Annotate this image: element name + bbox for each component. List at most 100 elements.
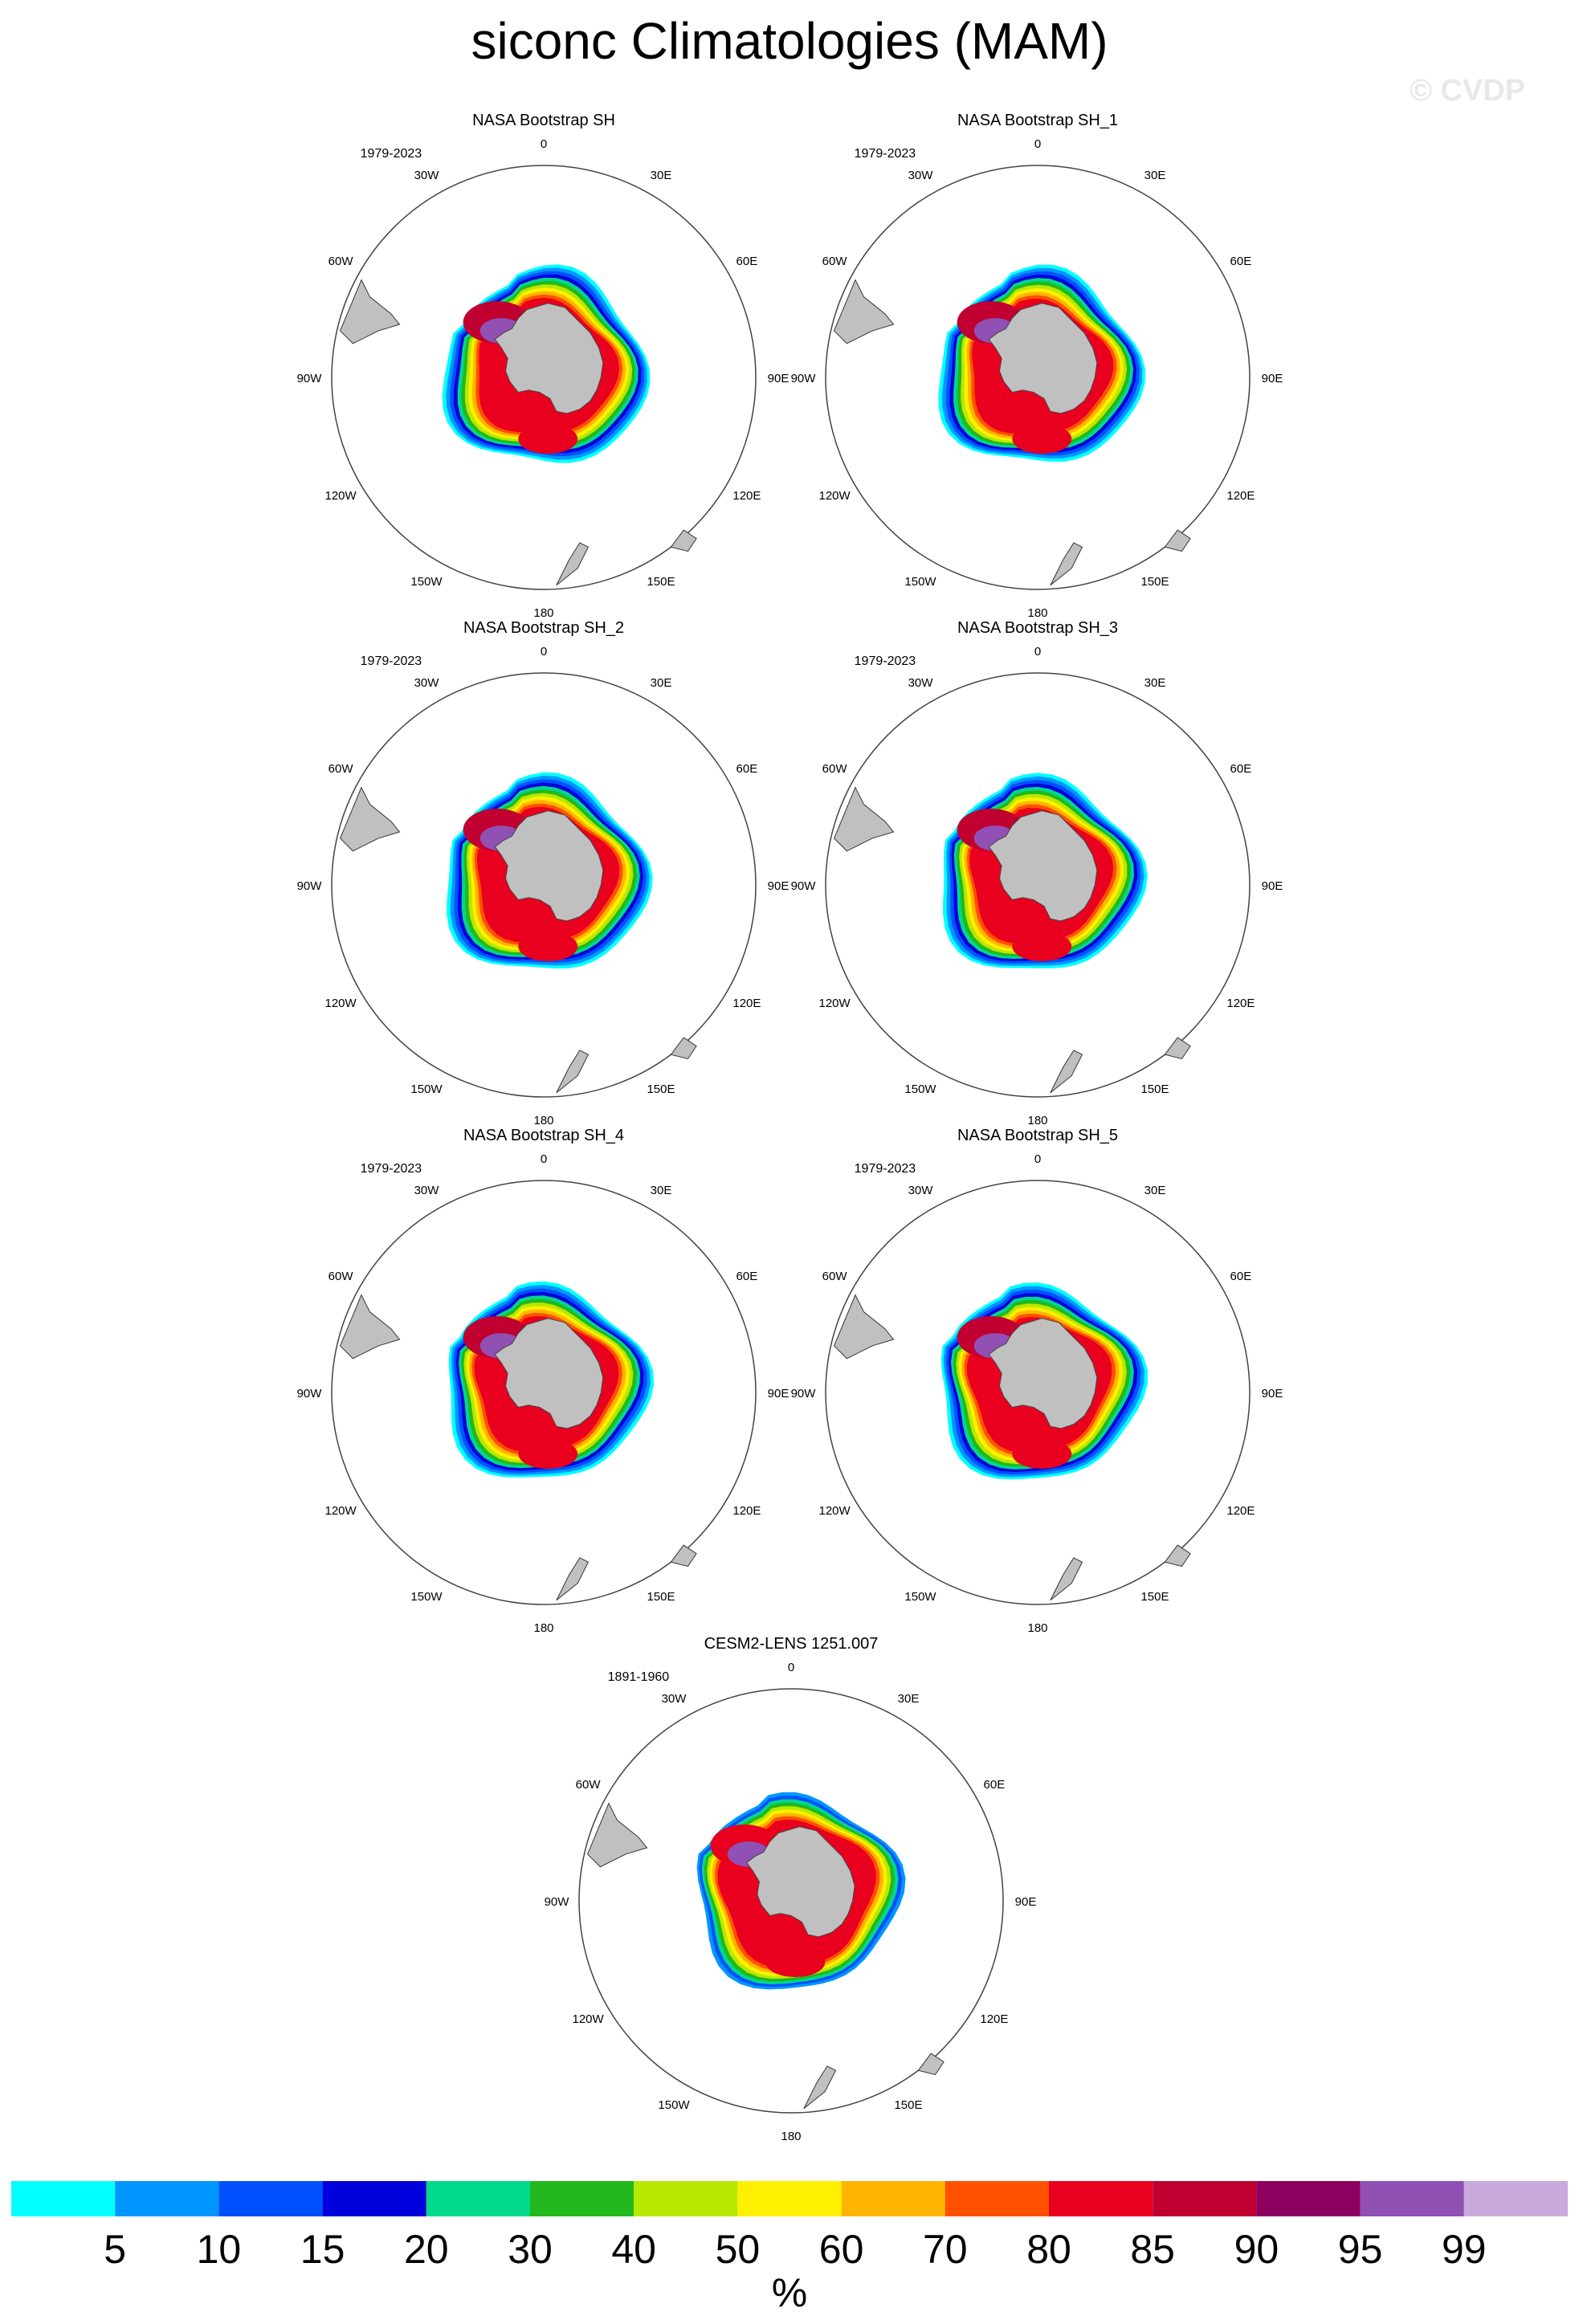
longitude-label: 150E	[894, 2098, 922, 2112]
ross-sea-ice	[518, 932, 578, 962]
longitude-label: 90W	[297, 372, 323, 385]
longitude-label: 150E	[647, 575, 675, 589]
colorbar-swatch	[322, 2181, 426, 2216]
colorbar-swatch	[634, 2181, 738, 2216]
longitude-label: 60W	[822, 762, 848, 776]
longitude-label: 0	[541, 1152, 547, 1166]
panel-title: NASA Bootstrap SH_2	[463, 619, 624, 637]
longitude-label: 150E	[647, 1590, 675, 1604]
panel-period: 1979-2023	[361, 1162, 422, 1176]
longitude-label: 30W	[414, 676, 440, 690]
longitude-label: 180	[1027, 1114, 1047, 1127]
longitude-label: 120E	[1226, 1504, 1255, 1518]
colorbar-swatch	[1256, 2181, 1361, 2216]
longitude-label: 120E	[732, 997, 761, 1010]
longitude-label: 60W	[822, 255, 848, 268]
colorbar-swatch	[218, 2181, 323, 2216]
colorbar-unit: %	[772, 2270, 807, 2315]
land-new-zealand	[803, 2065, 837, 2110]
map-panel: 0 30E 60E 90E 120E 150E 180 150W 120W 90W 60W 30W NA…	[297, 619, 790, 1127]
longitude-label: 120E	[980, 2012, 1008, 2026]
longitude-label: 30W	[908, 169, 934, 182]
longitude-label: 180	[533, 1114, 553, 1127]
panel-title: NASA Bootstrap SH	[472, 112, 615, 129]
land-antarctica	[494, 303, 604, 414]
land-new-zealand	[1050, 542, 1083, 586]
map-panel: 0 30E 60E 90E 120E 150E 180 150W 120W 90W 60W 30W NA…	[297, 1127, 790, 1635]
colorbar-swatch	[1153, 2181, 1257, 2216]
longitude-label: 150E	[1140, 1082, 1169, 1096]
land-new-zealand	[556, 1050, 590, 1094]
longitude-label: 90E	[768, 1387, 790, 1401]
longitude-label: 180	[781, 2130, 801, 2143]
colorbar-swatch	[1463, 2181, 1568, 2216]
panel-title: NASA Bootstrap SH_5	[957, 1127, 1118, 1144]
longitude-label: 30E	[651, 169, 672, 182]
longitude-label: 120W	[819, 489, 851, 503]
map-panel: 0 30E 60E 90E 120E 150E 180 150W 120W 90W 60W 30W CE…	[545, 1635, 1037, 2143]
ross-sea-ice	[1012, 1439, 1072, 1470]
longitude-label: 60W	[328, 1270, 354, 1283]
longitude-label: 120E	[1226, 489, 1255, 503]
longitude-label: 120W	[325, 1504, 357, 1518]
land-tasmania	[670, 529, 697, 552]
longitude-label: 120E	[1226, 997, 1255, 1010]
panel-period: 1979-2023	[855, 147, 916, 161]
land-new-zealand	[556, 542, 590, 586]
longitude-label: 90W	[297, 1387, 323, 1401]
land-south-america	[586, 1802, 648, 1868]
panel-period: 1979-2023	[855, 1162, 916, 1176]
land-south-america	[833, 786, 895, 852]
longitude-label: 150W	[410, 1590, 443, 1604]
ross-sea-ice	[518, 424, 578, 455]
land-tasmania	[670, 1037, 697, 1060]
longitude-label: 30E	[651, 1184, 672, 1197]
panel-title: NASA Bootstrap SH_3	[957, 619, 1118, 637]
longitude-label: 120W	[325, 489, 357, 503]
colorbar-swatch	[530, 2181, 634, 2216]
longitude-label: 150W	[904, 575, 936, 589]
longitude-label: 60W	[576, 1778, 602, 1792]
colorbar-swatch	[841, 2181, 945, 2216]
longitude-label: 60W	[328, 255, 354, 268]
panel-period: 1891-1960	[608, 1670, 670, 1684]
longitude-label: 90W	[297, 879, 323, 893]
watermark: © CVDP	[1410, 74, 1526, 108]
colorbar-tick-label: 5	[104, 2227, 126, 2272]
figure-title: siconc Climatologies (MAM)	[471, 12, 1108, 70]
longitude-label: 90E	[1262, 372, 1283, 385]
land-tasmania	[1164, 1037, 1191, 1060]
land-tasmania	[1164, 1544, 1191, 1568]
land-south-america	[833, 1294, 895, 1360]
ross-sea-ice	[1012, 932, 1072, 962]
panel-title: NASA Bootstrap SH_4	[463, 1127, 624, 1144]
longitude-label: 90E	[1015, 1895, 1037, 1909]
longitude-label: 180	[533, 606, 553, 620]
land-new-zealand	[556, 1557, 590, 1601]
longitude-label: 90E	[1262, 879, 1283, 893]
longitude-label: 30E	[1144, 676, 1166, 690]
longitude-label: 120W	[325, 997, 357, 1010]
longitude-label: 30W	[414, 169, 440, 182]
colorbar-tick-label: 60	[819, 2227, 864, 2272]
longitude-label: 30E	[1144, 1184, 1166, 1197]
longitude-label: 0	[541, 137, 547, 151]
land-south-america	[339, 279, 401, 345]
longitude-label: 150W	[904, 1082, 936, 1096]
colorbar-tick-label: 80	[1026, 2227, 1071, 2272]
colorbar-swatch	[737, 2181, 842, 2216]
longitude-label: 180	[1027, 1621, 1047, 1635]
colorbar-tick-label: 85	[1130, 2227, 1175, 2272]
longitude-label: 150W	[410, 575, 443, 589]
longitude-label: 90E	[768, 879, 790, 893]
panel-title: NASA Bootstrap SH_1	[957, 112, 1118, 129]
map-panel: 0 30E 60E 90E 120E 150E 180 150W 120W 90W 60W 30W NA…	[791, 1127, 1283, 1635]
longitude-label: 90E	[1262, 1387, 1283, 1401]
longitude-label: 150E	[1140, 1590, 1169, 1604]
longitude-label: 90W	[791, 1387, 817, 1401]
longitude-label: 0	[1034, 137, 1041, 151]
longitude-label: 90W	[545, 1895, 570, 1909]
colorbar-tick-label: 50	[716, 2227, 761, 2272]
longitude-label: 30W	[908, 676, 934, 690]
